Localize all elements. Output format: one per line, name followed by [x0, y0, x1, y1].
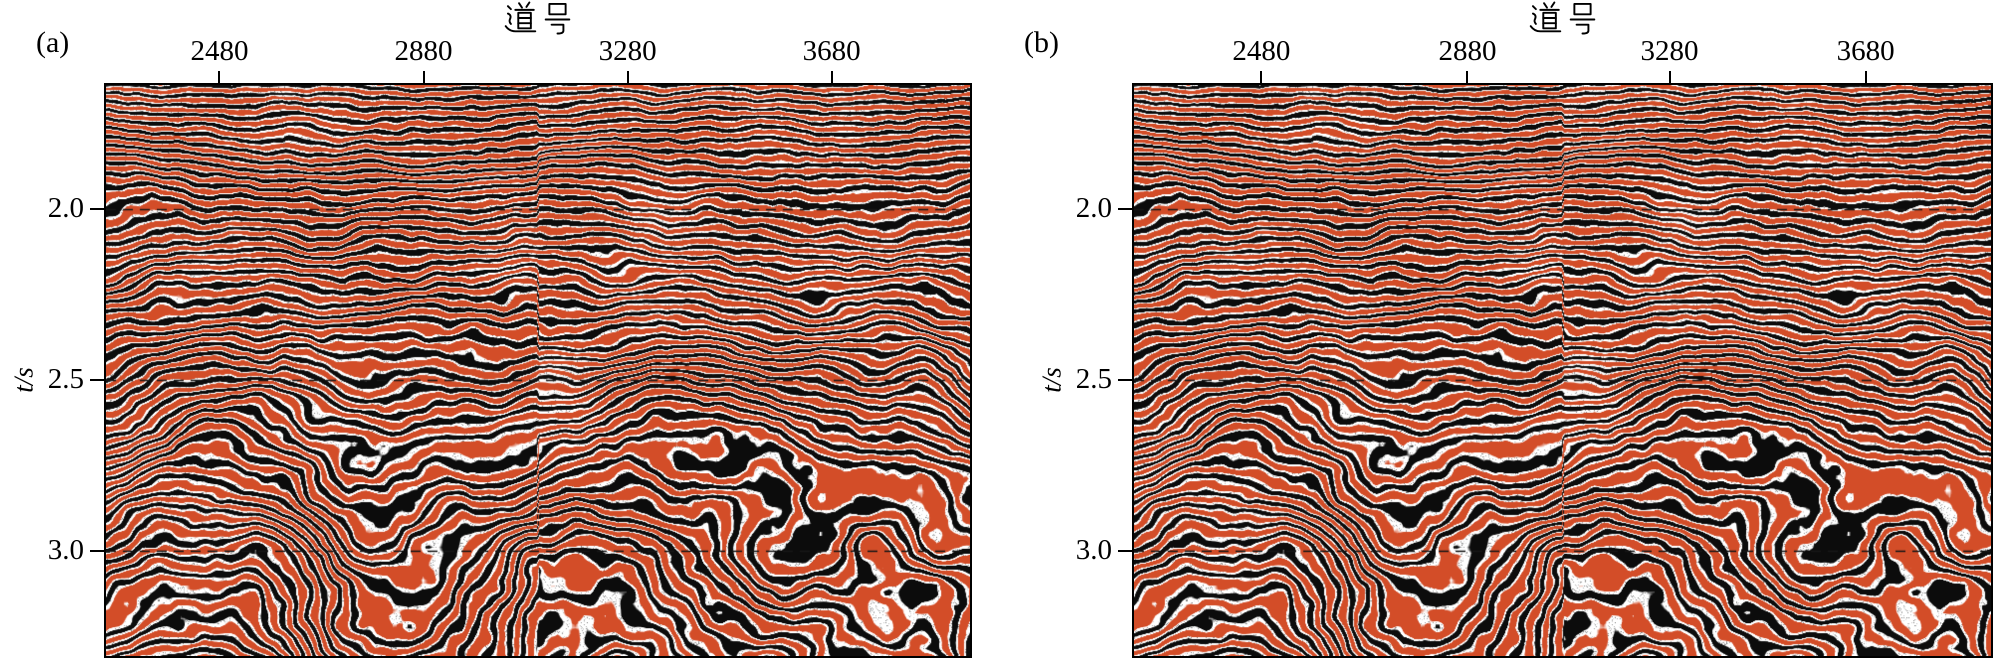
panel-b-plot-area: 道号 2480 2880 3280 3680 2.0 2.5 3.0 t/s	[1037, 1, 1993, 658]
seismic-image-a	[106, 85, 970, 656]
x-tick-label: 3280	[598, 35, 657, 67]
x-tick-label: 3680	[802, 35, 861, 67]
x-tick-mark	[422, 71, 425, 83]
panel-a-plot-area: 道号 2480 2880 3280 3680 2.0 2.5 3.0 t/s	[9, 1, 972, 658]
x-axis-title-a: 道号	[504, 1, 573, 35]
y-tick-mark	[1118, 208, 1132, 211]
cjk-glyph-hao	[544, 2, 571, 35]
panel-a-label: (a)	[36, 26, 70, 59]
y-tick-label: 2.0	[47, 192, 84, 225]
y-tick-mark	[1118, 549, 1132, 552]
x-tick-mark	[218, 71, 221, 83]
y-tick-mark	[90, 208, 104, 211]
y-tick-mark	[90, 549, 104, 552]
x-tick-mark	[830, 71, 833, 83]
x-tick-label: 3680	[1836, 35, 1895, 67]
x-tick-mark	[1466, 71, 1469, 83]
x-tick-label: 3280	[1640, 35, 1699, 67]
x-tick-label: 2480	[1232, 35, 1291, 67]
x-tick-mark	[1668, 71, 1671, 83]
cjk-glyph-dao	[1529, 1, 1561, 33]
x-tick-mark	[1260, 71, 1263, 83]
y-tick-label: 2.5	[47, 362, 84, 395]
x-axis-title-b: 道号	[1528, 1, 1597, 35]
x-tick-mark	[1864, 71, 1867, 83]
seismic-image-b	[1134, 85, 1991, 656]
cjk-glyph-dao	[504, 1, 537, 33]
x-tick-label: 2880	[1438, 35, 1497, 67]
y-tick-mark	[90, 378, 104, 381]
y-tick-label: 3.0	[47, 533, 84, 566]
y-axis-title-a: t/s	[8, 367, 39, 393]
y-tick-label: 2.0	[1075, 192, 1112, 225]
x-tick-label: 2880	[394, 35, 453, 67]
x-tick-label: 2480	[190, 35, 249, 67]
y-tick-label: 2.5	[1075, 362, 1112, 395]
y-axis-title-b: t/s	[1036, 367, 1067, 393]
cjk-glyph-hao	[1569, 2, 1595, 35]
y-tick-label: 3.0	[1075, 533, 1112, 566]
y-tick-mark	[1118, 378, 1132, 381]
panel-b-label: (b)	[1024, 26, 1059, 59]
x-tick-mark	[626, 71, 629, 83]
